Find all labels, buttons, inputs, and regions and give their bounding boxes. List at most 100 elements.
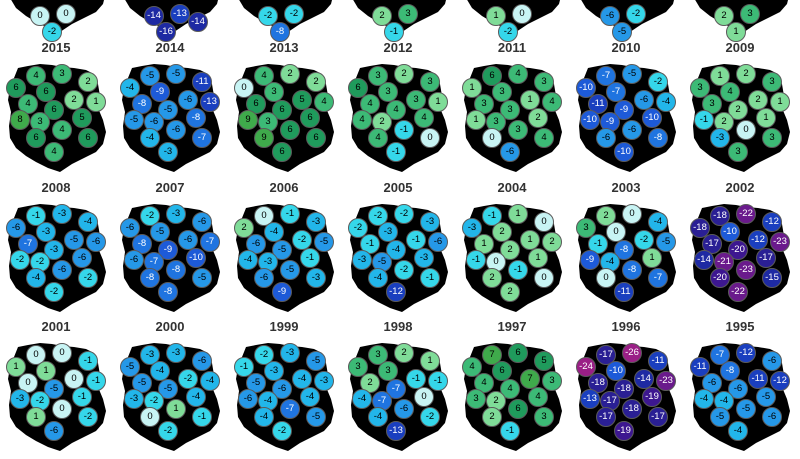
station-marker: -13 [386, 421, 406, 441]
year-label: 2010 [611, 40, 641, 55]
year-map-panel: -6 -2 -5 [570, 0, 682, 42]
year-label: 1996 [611, 319, 641, 334]
station-marker: -1 [384, 22, 404, 42]
station-marker: -4 [26, 268, 46, 288]
station-marker: 3 [542, 371, 562, 391]
station-marker: -20 [710, 268, 730, 288]
station-marker: 0 [414, 387, 434, 407]
station-marker: -8 [186, 108, 206, 128]
station-marker: -6 [86, 232, 106, 252]
station-marker: -17 [756, 248, 776, 268]
station-marker: -2 [394, 204, 414, 224]
station-marker: 3 [728, 142, 748, 162]
station-marker: -6 [6, 218, 26, 238]
year-map-panel: 2004 -1 1 0 -3 2 2 1 1 2 1 0 -1 -1 2 2 0 [456, 180, 568, 320]
station-marker: -12 [386, 282, 406, 302]
station-marker: -5 [120, 357, 140, 377]
station-marker: -7 [596, 66, 616, 86]
station-marker: 4 [720, 82, 740, 102]
station-marker: 0 [534, 268, 554, 288]
station-marker: -2 [44, 282, 64, 302]
station-marker: -6 [72, 248, 92, 268]
station-marker: 4 [500, 379, 520, 399]
station-marker: -4 [78, 212, 98, 232]
station-marker: -4 [368, 268, 388, 288]
station-marker: -2 [626, 4, 646, 24]
station-marker: -7 [648, 268, 668, 288]
station-marker: -3 [140, 345, 160, 365]
station-marker: 3 [762, 72, 782, 92]
station-marker: -1 [72, 387, 92, 407]
station-marker: -17 [596, 345, 616, 365]
station-marker: 1 [6, 357, 26, 377]
station-marker: 3 [378, 82, 398, 102]
station-marker: -13 [580, 389, 600, 409]
station-marker: 1 [710, 66, 730, 86]
station-marker: -6 [596, 128, 616, 148]
station-marker: -5 [150, 222, 170, 242]
station-marker: -5 [272, 240, 292, 260]
station-marker: -4 [728, 421, 748, 441]
station-marker: -1 [86, 371, 106, 391]
station-marker: -1 [192, 407, 212, 427]
station-marker: -1 [386, 142, 406, 162]
year-map-panel: 0 0 -2 [0, 0, 112, 42]
station-marker: -4 [140, 128, 160, 148]
station-marker: 6 [508, 343, 528, 363]
station-marker: 6 [36, 82, 56, 102]
station-marker: -18 [614, 379, 634, 399]
station-marker: -2 [394, 260, 414, 280]
station-marker: -6 [634, 90, 654, 110]
station-marker: -3 [264, 361, 284, 381]
year-map-panel: 1 0 -2 [456, 0, 568, 42]
station-marker: 0 [420, 128, 440, 148]
station-marker: 3 [486, 112, 506, 132]
station-marker: -4 [150, 361, 170, 381]
station-marker: -4 [694, 389, 714, 409]
station-marker: -3 [306, 212, 326, 232]
station-marker: -1 [466, 250, 486, 270]
station-marker: -8 [648, 128, 668, 148]
year-label: 2011 [497, 40, 527, 55]
station-marker: -14 [188, 12, 208, 32]
station-marker: -5 [710, 407, 730, 427]
station-marker: -23 [770, 232, 790, 252]
year-map-panel: 2007 -2 -3 -6 -6 -7 -5 -8 -6 -9 -10 -7 -6 -8 -8 -8 -5 [114, 180, 226, 320]
station-marker: 4 [352, 110, 372, 130]
station-marker: -4 [600, 252, 620, 272]
station-marker: -6 [600, 6, 620, 26]
station-marker: -1 [406, 230, 426, 250]
station-marker: -5 [656, 232, 676, 252]
year-map-panel: 2 3 -1 [342, 0, 454, 42]
station-marker: -5 [246, 373, 266, 393]
station-marker: -2 [348, 218, 368, 238]
station-marker: -12 [736, 343, 756, 363]
station-marker: -5 [158, 379, 178, 399]
station-marker: 4 [254, 66, 274, 86]
station-marker: -2 [648, 72, 668, 92]
station-marker: 1 [726, 22, 746, 42]
station-marker: -5 [64, 230, 84, 250]
station-marker: 1 [466, 110, 486, 130]
station-marker: 2 [306, 72, 326, 92]
station-marker: -2 [420, 407, 440, 427]
station-marker: 6 [44, 100, 64, 120]
station-marker: 6 [306, 128, 326, 148]
station-marker: 6 [6, 78, 26, 98]
station-marker: -2 [634, 230, 654, 250]
station-marker: -23 [656, 371, 676, 391]
station-marker: 2 [736, 64, 756, 84]
station-marker: 2 [394, 64, 414, 84]
station-marker: -18 [690, 218, 710, 238]
station-marker: 5 [534, 351, 554, 371]
station-marker: -5 [736, 399, 756, 419]
station-marker: 0 [234, 78, 254, 98]
station-marker: -11 [648, 351, 668, 371]
station-marker: -2 [42, 22, 62, 42]
station-marker: -4 [300, 387, 320, 407]
station-marker: -1 [300, 248, 320, 268]
station-marker: -6 [500, 142, 520, 162]
year-map-panel: 2014 -5 -5 -11 -4 -13 -9 -8 -6 -5 -8 -6 -5 -6 -4 -3 -7 [114, 40, 226, 180]
year-label: 2015 [41, 40, 71, 55]
station-marker: -8 [720, 361, 740, 381]
